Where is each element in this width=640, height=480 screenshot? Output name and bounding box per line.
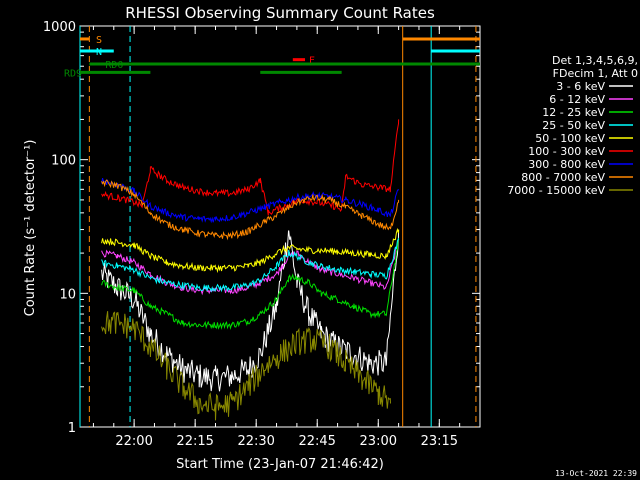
x-axis-label: Start Time (23-Jan-07 21:46:42): [176, 457, 384, 472]
state-bar-label: F: [309, 56, 315, 67]
axes: 1 10 100 1000 22:00 22:15 22:30 22:45 23:00 23:15: [43, 20, 481, 449]
footer-timestamp: 13-Oct-2021 22:39: [555, 469, 637, 478]
state-bar-label: N: [96, 47, 102, 58]
series-line: [101, 177, 400, 224]
x-tick-label: 23:00: [360, 434, 397, 449]
state-bar-label: RD9: [64, 68, 82, 79]
legend-header: FDecim 1, Att 0: [553, 67, 638, 80]
legend-entry-label: 7000 - 15000 keV: [507, 184, 605, 197]
x-tick-label: 23:15: [421, 434, 458, 449]
legend-entry-label: 3 - 6 keV: [556, 80, 605, 93]
state-bar-label: RD0: [105, 60, 123, 71]
legend: Det 1,3,4,5,6,9,FDecim 1, Att 03 - 6 keV…: [507, 54, 638, 197]
legend-entry-label: 300 - 800 keV: [528, 158, 605, 171]
legend-entry-label: 12 - 25 keV: [542, 106, 605, 119]
chart-title: RHESSI Observing Summary Count Rates: [125, 4, 435, 22]
legend-entry-label: 800 - 7000 keV: [521, 171, 605, 184]
x-tick-label: 22:15: [176, 434, 213, 449]
state-bars: SN F RD0 RD9: [64, 35, 480, 79]
series-line: [101, 229, 400, 392]
series-line: [101, 119, 400, 216]
x-tick-label: 22:30: [237, 434, 274, 449]
x-tick-label: 22:00: [115, 434, 152, 449]
vertical-markers: [79, 26, 477, 427]
x-tick-label: 22:45: [298, 434, 335, 449]
y-tick-label: 1000: [43, 20, 76, 35]
legend-entry-label: 100 - 300 keV: [528, 145, 605, 158]
series-line: [101, 311, 391, 421]
series-line: [101, 238, 400, 331]
series-line: [101, 237, 400, 293]
legend-entry-label: 25 - 50 keV: [542, 119, 605, 132]
legend-entry-label: 50 - 100 keV: [535, 132, 605, 145]
series-line: [101, 179, 400, 241]
state-bar-label: S: [96, 35, 102, 46]
series-group: [101, 119, 400, 421]
legend-header: Det 1,3,4,5,6,9,: [552, 54, 638, 67]
legend-entry-label: 6 - 12 keV: [549, 93, 605, 106]
y-axis-label: Count Rate (s⁻¹ detector⁻¹): [23, 140, 38, 317]
y-tick-label: 1: [68, 421, 76, 436]
series-line: [101, 227, 400, 274]
y-tick-label: 10: [59, 287, 76, 302]
y-tick-label: 100: [51, 154, 76, 169]
